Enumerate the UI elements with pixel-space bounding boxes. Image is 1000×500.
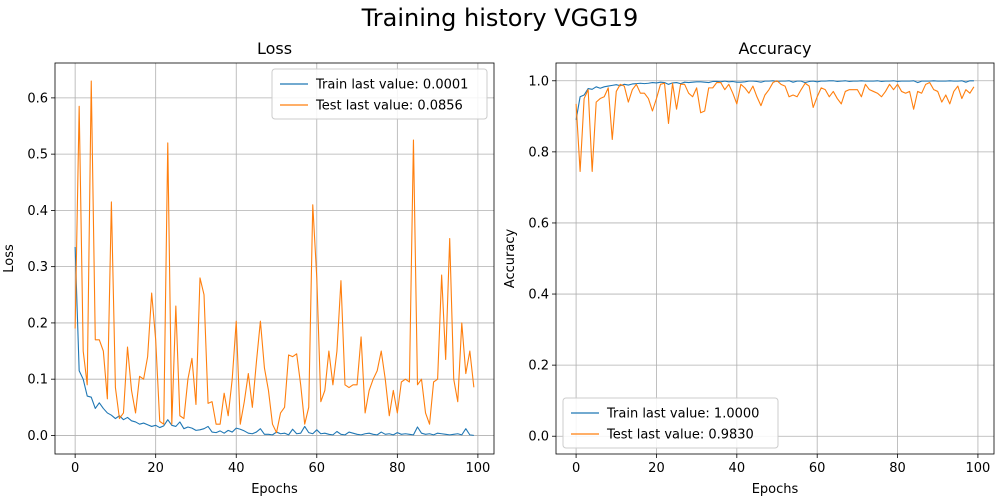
accuracy-x-tick-label: 60 <box>809 461 826 476</box>
loss-legend-box <box>271 68 488 120</box>
loss-axes-frame <box>54 62 495 455</box>
accuracy-legend: Train last value: 1.0000 Test last value:… <box>562 397 779 449</box>
loss-y-tick-label: 0.1 <box>27 373 48 388</box>
loss-chart-title: Loss <box>257 39 292 58</box>
accuracy-x-tick-label: 100 <box>966 461 991 476</box>
loss-x-tick-label: 40 <box>228 461 245 476</box>
accuracy-x-tick-label: 20 <box>648 461 665 476</box>
accuracy-x-axis-label: Epochs <box>752 482 799 497</box>
loss-legend-label: Test last value: 0.0856 <box>315 99 463 114</box>
figure-title: Training history VGG19 <box>361 4 639 32</box>
accuracy-chart-title: Accuracy <box>738 39 811 58</box>
loss-y-tick-label: 0.6 <box>27 91 48 106</box>
loss-x-tick-label: 60 <box>309 461 326 476</box>
accuracy-y-tick-label: 0.6 <box>528 216 549 231</box>
accuracy-chart: 0 20 40 60 80 100 0.0 0.2 0.4 0.6 0.8 1.0 Accuracy Ep… <box>503 39 995 497</box>
loss-y-axis-label: Loss <box>2 244 17 273</box>
accuracy-y-tick-label: 0.8 <box>528 145 549 160</box>
accuracy-axes-frame <box>555 62 995 455</box>
accuracy-x-tick-label: 80 <box>889 461 906 476</box>
accuracy-y-tick-label: 1.0 <box>528 74 549 89</box>
loss-y-tick-label: 0.2 <box>27 316 48 331</box>
loss-legend: Train last value: 0.0001 Test last value:… <box>271 68 488 120</box>
accuracy-x-tick-label: 40 <box>729 461 746 476</box>
accuracy-series-line-train <box>575 80 974 120</box>
accuracy-legend-label: Test last value: 0.9830 <box>606 428 754 443</box>
accuracy-y-tick-label: 0.0 <box>528 430 549 445</box>
loss-chart: 0 20 40 60 80 100 0.0 0.1 0.2 0.3 0.4 0.5 0.6 Loss Epo… <box>2 39 495 497</box>
loss-legend-label: Train last value: 0.0001 <box>315 78 468 93</box>
loss-y-tick-label: 0.0 <box>27 429 48 444</box>
loss-x-axis-label: Epochs <box>251 482 298 497</box>
loss-series-line-train <box>74 246 474 436</box>
loss-x-tick-label: 0 <box>71 461 79 476</box>
loss-x-tick-label: 100 <box>465 461 490 476</box>
accuracy-y-tick-label: 0.4 <box>528 288 549 303</box>
loss-x-tick-label: 20 <box>147 461 164 476</box>
accuracy-y-tick-label: 0.2 <box>528 359 549 374</box>
accuracy-y-axis-label: Accuracy <box>503 229 518 289</box>
loss-series-line-test <box>74 80 475 434</box>
loss-y-tick-label: 0.3 <box>27 260 48 275</box>
loss-y-tick-label: 0.5 <box>27 148 48 163</box>
accuracy-legend-box <box>562 397 779 449</box>
accuracy-x-tick-label: 0 <box>572 461 580 476</box>
accuracy-series-line-test <box>575 80 975 172</box>
loss-y-tick-label: 0.4 <box>27 204 48 219</box>
accuracy-legend-label: Train last value: 1.0000 <box>606 407 759 422</box>
loss-x-tick-label: 80 <box>389 461 406 476</box>
